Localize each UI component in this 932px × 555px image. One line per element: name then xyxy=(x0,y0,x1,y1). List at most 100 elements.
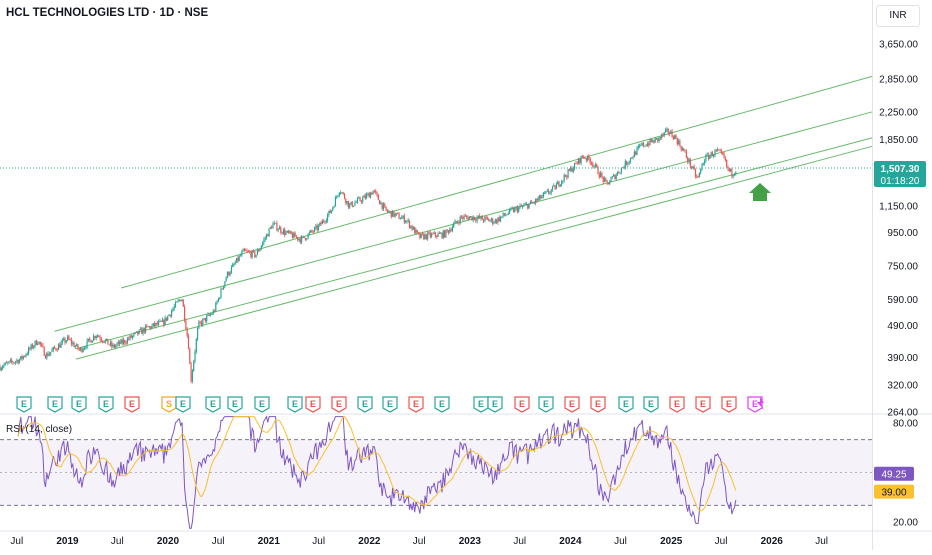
event-marker-earn-good[interactable]: E xyxy=(618,396,634,413)
event-marker-earn-good[interactable]: E xyxy=(643,396,659,413)
channel-line-3[interactable] xyxy=(75,137,873,350)
event-marker-earn-bad[interactable]: E xyxy=(564,396,580,413)
candle-body xyxy=(574,162,576,169)
candle-body xyxy=(670,131,672,134)
candle-body xyxy=(124,339,126,344)
candle-body xyxy=(471,216,473,221)
candle-body xyxy=(527,204,529,209)
event-marker-earn-bad[interactable]: E xyxy=(408,396,424,413)
trend-channel[interactable] xyxy=(54,75,873,360)
candle-body xyxy=(627,163,629,165)
candle-body xyxy=(298,238,300,240)
event-marker-earn-bad[interactable]: E xyxy=(590,396,606,413)
candle-body xyxy=(632,157,634,158)
candle-body xyxy=(366,194,368,199)
candle-body xyxy=(472,216,474,221)
candle-body xyxy=(142,328,144,334)
candle-body xyxy=(30,344,32,349)
candle-body xyxy=(159,320,161,322)
event-badge xyxy=(747,396,763,413)
candle-body xyxy=(702,163,704,165)
symbol-title[interactable]: HCL TECHNOLOGIES LTD · 1D · NSE xyxy=(6,7,209,19)
event-letter: E xyxy=(76,399,82,409)
candle-body xyxy=(86,340,88,348)
up-arrow-icon[interactable] xyxy=(749,183,771,201)
candle-body xyxy=(80,347,82,350)
rsi-legend-title[interactable]: RSI (14, close) xyxy=(6,424,73,435)
event-marker-earn-good[interactable]: E xyxy=(47,396,63,413)
candle-body xyxy=(337,195,339,197)
candle-body xyxy=(181,299,183,302)
candle-body xyxy=(24,356,26,357)
candle-body xyxy=(506,214,508,216)
candle-body xyxy=(91,340,93,343)
candle-body xyxy=(620,167,622,173)
event-letter: E xyxy=(519,399,525,409)
candle-body xyxy=(733,174,736,176)
event-marker-earn-future[interactable]: E xyxy=(747,396,763,413)
candle-body xyxy=(44,355,47,359)
event-marker-earn-bad[interactable]: E xyxy=(331,396,347,413)
candle-body xyxy=(56,349,58,351)
candle-body xyxy=(405,221,407,223)
candle-body xyxy=(60,342,62,348)
candle-body xyxy=(349,204,351,208)
rsi-ma-text: 39.00 xyxy=(881,488,906,499)
event-marker-earn-good[interactable]: E xyxy=(205,396,221,413)
event-marker-earn-good[interactable]: E xyxy=(287,396,303,413)
event-marker-earn-bad[interactable]: E xyxy=(721,396,737,413)
time-tick-label: 2021 xyxy=(258,536,281,547)
price-tick-label: 320.00 xyxy=(887,381,918,392)
candle-body xyxy=(549,192,551,194)
event-marker-earn-good[interactable]: E xyxy=(254,396,270,413)
time-tick-label: 2025 xyxy=(660,536,683,547)
event-marker-earn-good[interactable]: E xyxy=(473,396,489,413)
candle-body xyxy=(41,344,43,346)
event-marker-earn-good[interactable]: E xyxy=(434,396,450,413)
candle-body xyxy=(134,332,136,334)
event-marker-earn-bad[interactable]: E xyxy=(669,396,685,413)
event-marker-split[interactable]: S xyxy=(161,396,177,413)
candle-body xyxy=(463,215,465,219)
candle-body xyxy=(445,229,447,238)
candle-body xyxy=(652,140,654,143)
candle-body xyxy=(113,344,115,348)
candle-body xyxy=(186,329,188,336)
event-marker-earn-good[interactable]: E xyxy=(487,396,503,413)
candle-body xyxy=(732,174,734,177)
event-marker-earn-good[interactable]: E xyxy=(538,396,554,413)
candle-body xyxy=(419,233,421,239)
candle-body xyxy=(263,239,265,243)
event-marker-earn-good[interactable]: E xyxy=(16,396,32,413)
channel-line-1[interactable] xyxy=(121,75,873,289)
dividend-bolt-icon[interactable] xyxy=(757,397,764,410)
channel-line-4[interactable] xyxy=(75,145,873,360)
event-marker-earn-good[interactable]: E xyxy=(227,396,243,413)
event-marker-earn-bad[interactable]: E xyxy=(305,396,321,413)
event-marker-earn-bad[interactable]: E xyxy=(695,396,711,413)
event-marker-earn-bad[interactable]: E xyxy=(514,396,530,413)
event-marker-earn-good[interactable]: E xyxy=(98,396,114,413)
candlestick-series[interactable] xyxy=(0,127,737,384)
event-marker-earn-good[interactable]: E xyxy=(357,396,373,413)
candle-body xyxy=(717,149,719,151)
event-marker-earn-good[interactable]: E xyxy=(71,396,87,413)
candle-body xyxy=(16,360,18,362)
event-marker-earn-good[interactable]: E xyxy=(382,396,398,413)
candle-body xyxy=(577,158,580,164)
candle-body xyxy=(364,195,366,199)
event-marker-earn-good[interactable]: E xyxy=(175,396,191,413)
candle-body xyxy=(648,143,650,146)
event-marker-earn-bad[interactable]: E xyxy=(124,396,140,413)
candle-body xyxy=(83,347,86,350)
candle-body xyxy=(692,166,694,169)
candle-body xyxy=(316,225,318,230)
channel-line-2[interactable] xyxy=(54,111,873,332)
candle-body xyxy=(50,351,52,354)
candle-body xyxy=(98,335,100,337)
currency-badge[interactable]: INR xyxy=(876,5,920,27)
